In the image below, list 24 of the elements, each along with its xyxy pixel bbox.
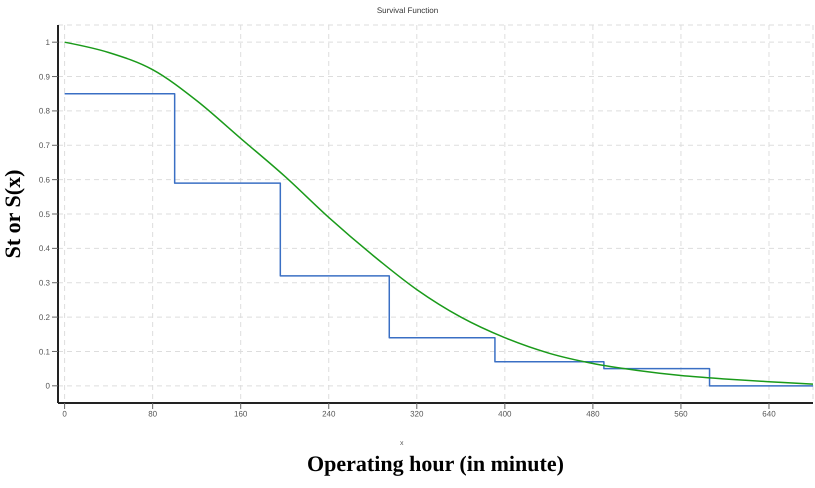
y-tick-label: 0.7 (38, 141, 51, 150)
x-tick-label: 240 (322, 410, 336, 419)
x-tick-label: 640 (762, 410, 776, 419)
y-tick-label: 0.9 (38, 72, 51, 82)
x-axis-title: Operating hour (in minute) (307, 451, 564, 476)
y-tick-label: 0.5 (38, 210, 51, 219)
line-series (64, 41, 813, 385)
x-tick-label: 560 (674, 410, 688, 419)
y-tick-label: 0.2 (38, 312, 51, 322)
x-tick-label: 480 (586, 410, 600, 419)
chart-title: Survival Function (376, 6, 440, 15)
y-tick-label: 0.1 (38, 347, 51, 356)
y-tick-label: 0 (46, 382, 51, 391)
x-tick-label: 80 (148, 410, 158, 419)
x-tick-label: 160 (234, 410, 248, 419)
x-tick-label: 0 (62, 410, 68, 419)
y-tick-label: 1 (46, 38, 51, 48)
y-axis-title: St or S(x) (0, 170, 25, 258)
x-tick-label: 320 (410, 410, 424, 419)
x-tick-label: 400 (498, 410, 512, 419)
y-tick-label: 0.4 (38, 244, 51, 254)
y-tick-label: 0.3 (38, 278, 51, 288)
y-tick-label: 0.6 (38, 175, 51, 184)
y-tick-label: 0.8 (38, 106, 51, 116)
